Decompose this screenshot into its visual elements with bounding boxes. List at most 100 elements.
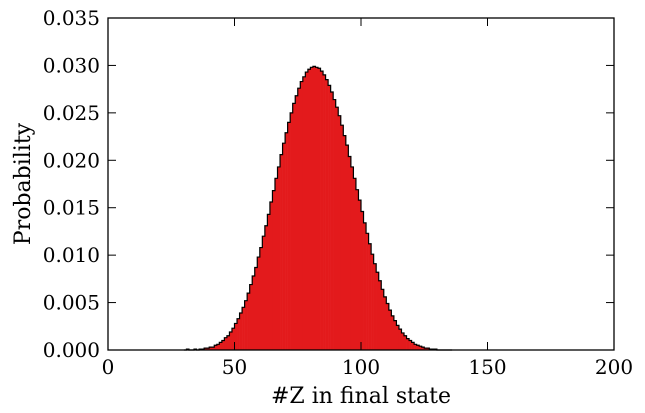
- histogram-bar: [239, 313, 243, 350]
- histogram-bar: [237, 318, 240, 350]
- histogram-bar: [411, 342, 415, 350]
- y-tick-label: 0.035: [43, 6, 100, 30]
- x-tick-label: 200: [595, 355, 633, 379]
- histogram-bar: [244, 300, 248, 350]
- histogram-bar: [229, 331, 233, 350]
- histogram-bar: [323, 74, 326, 350]
- histogram-bar: [317, 68, 321, 351]
- histogram-bar: [242, 307, 245, 350]
- histogram-bar: [373, 263, 377, 350]
- histogram-bar: [231, 328, 235, 350]
- histogram-bar: [216, 344, 220, 350]
- histogram-bar: [312, 66, 316, 350]
- histogram-bar: [204, 348, 207, 350]
- histogram-bar: [282, 143, 286, 350]
- histogram-bar: [355, 189, 359, 350]
- histogram-bar: [307, 69, 311, 350]
- x-axis-label: #Z in final state: [271, 384, 451, 409]
- histogram-bar: [219, 342, 223, 350]
- histogram-bar: [353, 178, 357, 350]
- y-tick-label: 0.020: [43, 148, 100, 172]
- histogram-bar: [401, 332, 405, 350]
- histogram-bar: [264, 225, 268, 350]
- histogram-bars: [186, 66, 438, 351]
- histogram-bar: [277, 166, 281, 350]
- histogram-bar: [383, 296, 387, 350]
- histogram-bar: [249, 284, 253, 350]
- histogram-bar: [305, 72, 309, 350]
- histogram-bar: [419, 346, 423, 350]
- histogram-bar: [340, 125, 344, 350]
- histogram-bar: [267, 214, 271, 350]
- histogram-bar: [396, 325, 400, 350]
- histogram-bar: [295, 95, 299, 350]
- histogram-bar: [386, 303, 390, 350]
- y-tick-label: 0.030: [43, 53, 100, 77]
- histogram-bar: [388, 310, 392, 350]
- histogram-bar: [330, 91, 334, 351]
- histogram-bar: [272, 190, 276, 350]
- histogram-bar: [297, 88, 301, 350]
- histogram-bar: [426, 348, 430, 350]
- histogram-bar: [274, 178, 278, 350]
- histogram-bar: [414, 344, 417, 350]
- histogram-bar: [378, 280, 382, 350]
- histogram-bar: [371, 254, 374, 350]
- x-tick-label: 100: [342, 355, 380, 379]
- histogram-bar: [398, 329, 402, 350]
- histogram-bar: [206, 348, 210, 350]
- histogram-bar: [424, 348, 428, 350]
- y-tick-label: 0.000: [43, 338, 100, 362]
- histogram-bar: [262, 236, 266, 350]
- histogram-bar: [292, 103, 296, 351]
- histogram-bar: [209, 347, 213, 350]
- histogram-bar: [361, 211, 364, 350]
- x-tick-label: 50: [222, 355, 247, 379]
- histogram-bar: [328, 85, 331, 350]
- histogram-bar: [285, 132, 288, 350]
- histogram-bar: [363, 222, 367, 350]
- histogram-bar: [221, 340, 225, 350]
- histogram-bar: [287, 122, 291, 350]
- histogram-bar: [366, 233, 369, 350]
- y-axis-label: Probability: [11, 122, 36, 245]
- histogram-bar: [343, 135, 347, 350]
- y-tick-label: 0.005: [43, 291, 100, 315]
- histogram-bar: [247, 293, 250, 350]
- histogram-bar: [338, 115, 342, 350]
- histogram-bar: [368, 243, 372, 350]
- histogram-bar: [310, 67, 314, 350]
- histogram-bar: [259, 247, 263, 350]
- x-tick-label: 150: [468, 355, 506, 379]
- histogram-bar: [234, 323, 238, 350]
- histogram-bar: [214, 345, 218, 350]
- histogram-bar: [406, 338, 410, 350]
- axis-ticks: [107, 17, 615, 351]
- histogram-bar: [391, 315, 395, 350]
- histogram-bar: [335, 107, 339, 350]
- histogram-bar: [358, 200, 362, 350]
- histogram-bar: [350, 166, 354, 350]
- histogram-bar: [393, 320, 397, 350]
- histogram-bar: [254, 267, 258, 350]
- histogram-bar: [252, 276, 256, 350]
- histogram-bar: [348, 156, 352, 350]
- histogram-bar: [416, 345, 420, 350]
- histogram-bar: [224, 337, 228, 350]
- histogram-bar: [345, 145, 349, 350]
- histogram-bar: [409, 340, 412, 350]
- histogram-bar: [315, 67, 319, 350]
- histogram-bar: [269, 202, 273, 350]
- x-tick-label: 0: [102, 355, 115, 379]
- x-tick-labels: 0 50 100 150 200: [102, 355, 633, 379]
- histogram-bar: [280, 154, 283, 350]
- histogram-bar: [381, 289, 385, 350]
- histogram-bar: [257, 257, 261, 350]
- histogram-bar: [421, 347, 425, 350]
- histogram-bar: [290, 112, 293, 350]
- y-tick-labels: 0.000 0.005 0.010 0.015 0.020 0.025 0.030 0.035: [43, 6, 100, 362]
- histogram-bar: [211, 347, 215, 350]
- histogram-bar: [404, 335, 407, 350]
- histogram-bar: [320, 71, 324, 351]
